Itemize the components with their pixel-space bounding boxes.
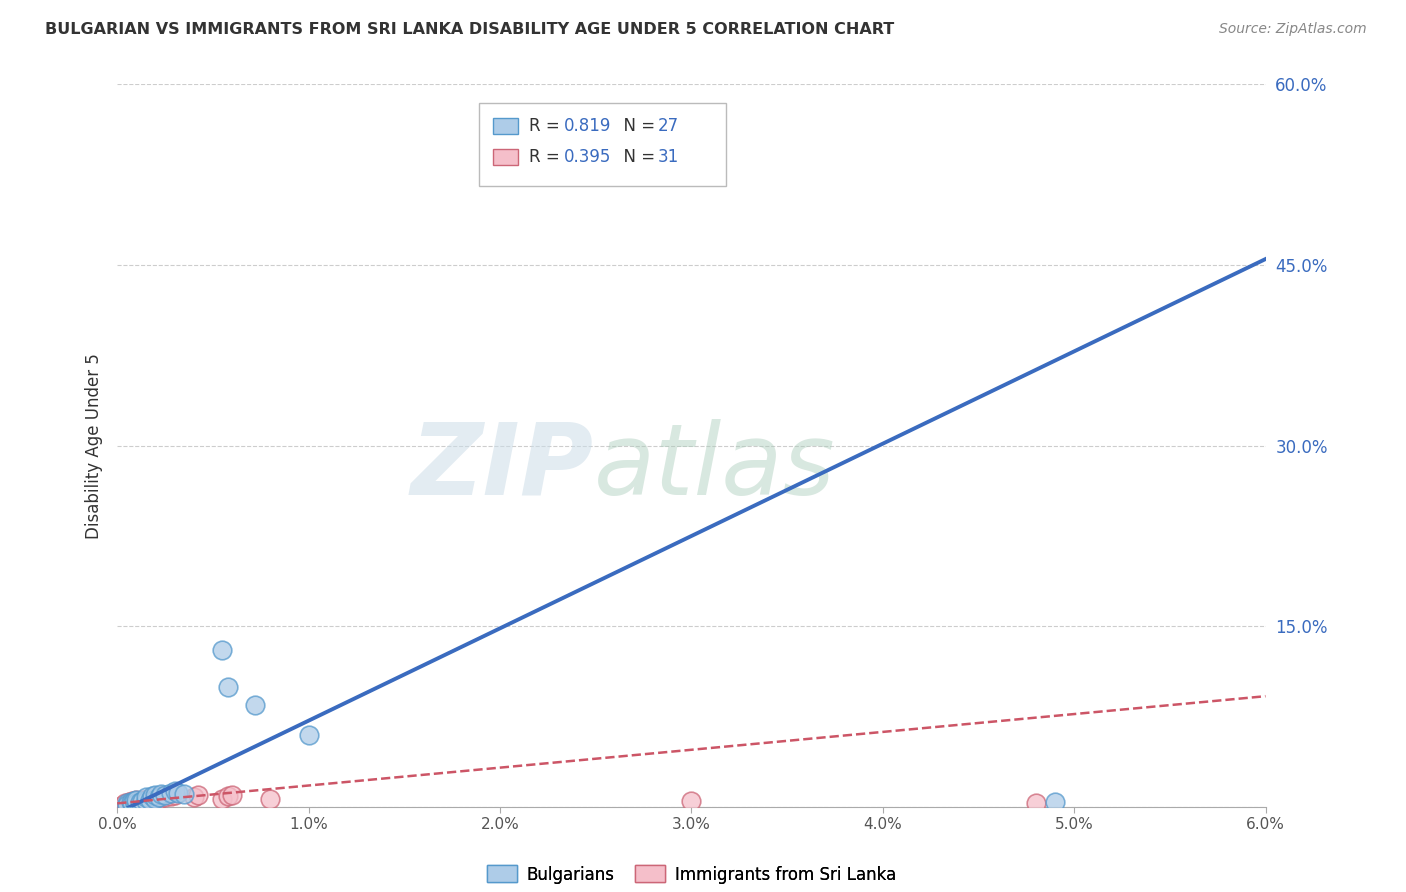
Bar <box>492 149 517 165</box>
Point <box>125 797 148 811</box>
Point <box>153 790 176 805</box>
Text: atlas: atlas <box>593 419 835 516</box>
Point <box>148 790 170 805</box>
Point <box>1043 795 1066 809</box>
Text: 0.395: 0.395 <box>564 148 612 166</box>
Point <box>129 795 152 809</box>
Point <box>297 728 319 742</box>
Point <box>115 797 138 812</box>
Point <box>142 791 165 805</box>
Point <box>131 794 153 808</box>
Point <box>138 793 160 807</box>
Point <box>183 790 205 805</box>
Point <box>187 788 209 802</box>
Point <box>120 797 142 811</box>
Point <box>114 797 136 811</box>
Point <box>125 793 148 807</box>
Point <box>167 785 190 799</box>
Text: BULGARIAN VS IMMIGRANTS FROM SRI LANKA DISABILITY AGE UNDER 5 CORRELATION CHART: BULGARIAN VS IMMIGRANTS FROM SRI LANKA D… <box>45 22 894 37</box>
Point <box>121 794 143 808</box>
Point <box>115 797 138 812</box>
Text: R =: R = <box>530 117 565 135</box>
Point <box>145 788 167 802</box>
Point <box>136 791 159 805</box>
Text: 27: 27 <box>658 117 679 135</box>
Text: Source: ZipAtlas.com: Source: ZipAtlas.com <box>1219 22 1367 37</box>
Y-axis label: Disability Age Under 5: Disability Age Under 5 <box>86 352 103 539</box>
Point <box>259 791 281 805</box>
Point <box>153 788 176 802</box>
Point <box>141 789 163 804</box>
Text: 0.819: 0.819 <box>564 117 612 135</box>
Point <box>159 785 181 799</box>
Point <box>135 794 157 808</box>
Point <box>243 698 266 712</box>
Point <box>124 794 146 808</box>
Legend: Bulgarians, Immigrants from Sri Lanka: Bulgarians, Immigrants from Sri Lanka <box>479 859 903 890</box>
Bar <box>492 118 517 134</box>
Text: ZIP: ZIP <box>411 419 593 516</box>
Text: R =: R = <box>530 148 565 166</box>
Point <box>217 680 239 694</box>
Point <box>145 790 167 805</box>
Point <box>138 794 160 808</box>
Point <box>681 794 703 808</box>
Point <box>163 784 186 798</box>
Point <box>118 795 141 809</box>
Point <box>129 795 152 809</box>
Point <box>111 797 134 812</box>
Point <box>124 795 146 809</box>
Point <box>120 795 142 809</box>
Point <box>173 787 195 801</box>
Point <box>115 797 138 811</box>
Point <box>221 788 243 802</box>
Point <box>141 793 163 807</box>
Point <box>145 791 167 805</box>
Point <box>131 793 153 807</box>
Point <box>125 793 148 807</box>
Point <box>1025 797 1047 811</box>
Point <box>148 791 170 805</box>
Point <box>163 788 186 802</box>
Point <box>211 643 233 657</box>
Point <box>125 797 148 811</box>
Point <box>132 794 155 808</box>
Point <box>150 787 173 801</box>
Point <box>211 791 233 805</box>
Point <box>159 789 181 804</box>
Text: N =: N = <box>613 117 661 135</box>
Point <box>150 789 173 804</box>
FancyBboxPatch shape <box>479 103 725 186</box>
Text: N =: N = <box>613 148 661 166</box>
Point <box>121 797 143 811</box>
Point <box>217 789 239 804</box>
Point <box>135 795 157 809</box>
Text: 31: 31 <box>658 148 679 166</box>
Point <box>135 790 157 805</box>
